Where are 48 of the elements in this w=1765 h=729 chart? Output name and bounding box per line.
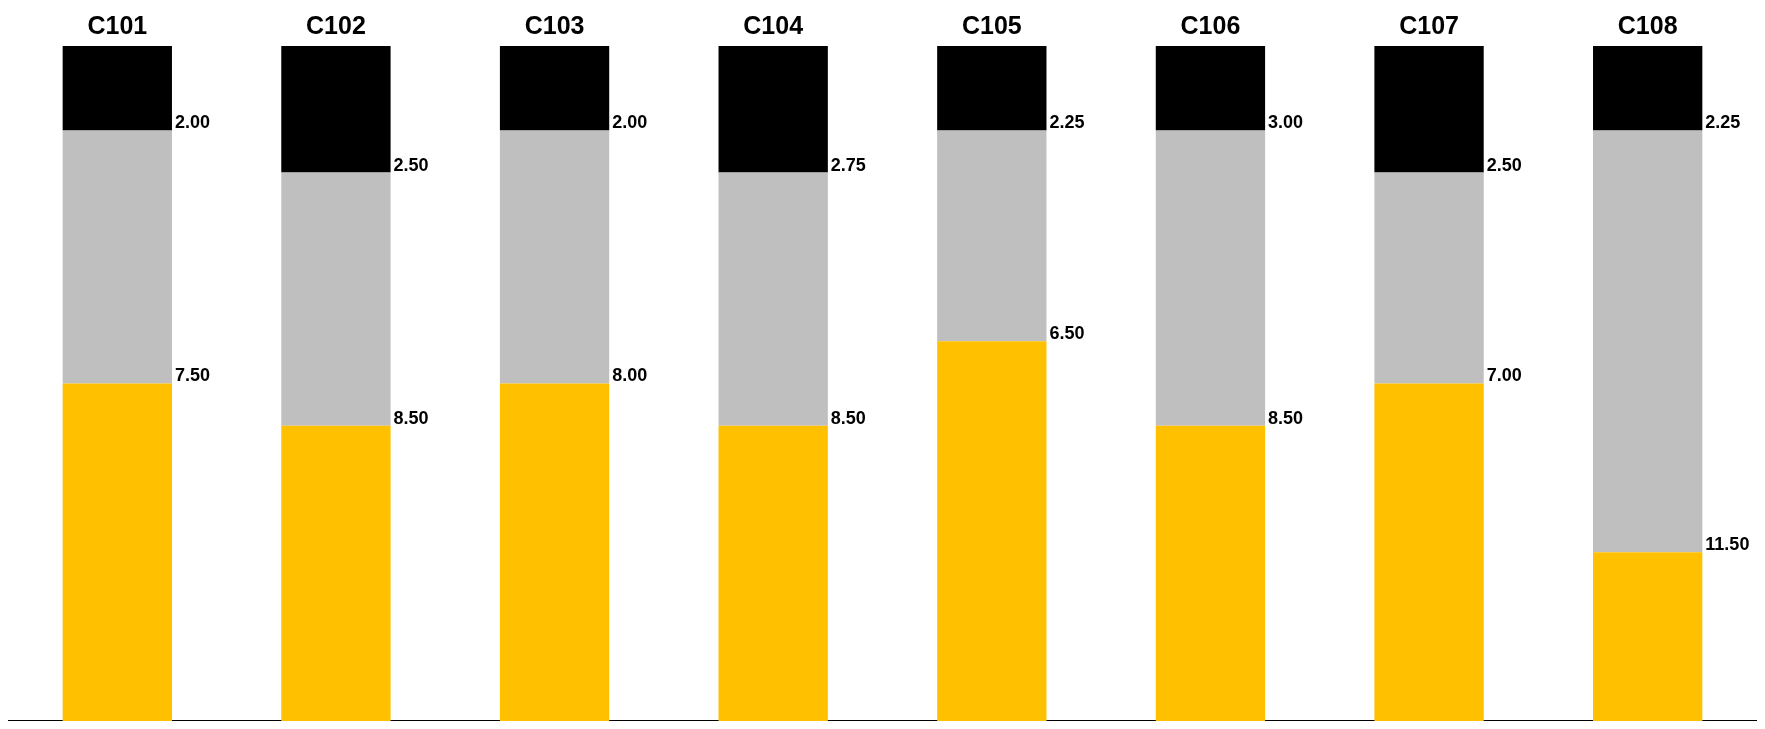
bar (281, 425, 391, 721)
annotation: 3.00 (1268, 112, 1304, 133)
x-tick-label: C108 (1617, 10, 1678, 39)
x-tick-label: C104 (743, 10, 804, 39)
bar (718, 172, 828, 426)
bar (1155, 425, 1266, 721)
annotation: 2.50 (1486, 154, 1522, 175)
annotation: 2.50 (393, 154, 429, 175)
annotation: 8.50 (830, 407, 866, 428)
bar (62, 130, 172, 384)
x-tick-label: C106 (1180, 10, 1241, 39)
bar (62, 383, 172, 721)
annotation: 7.00 (1486, 365, 1522, 386)
bar (499, 383, 610, 721)
bar (1593, 46, 1703, 131)
bar (499, 130, 610, 384)
annotation: 6.50 (1049, 323, 1085, 344)
x-tick-label: C101 (87, 10, 148, 39)
bar (718, 46, 828, 173)
bar (499, 46, 610, 131)
annotation: 2.25 (1049, 112, 1085, 133)
annotation: 2.25 (1705, 112, 1741, 133)
annotation: 2.00 (174, 112, 211, 133)
bar (1593, 130, 1703, 553)
bar (718, 425, 828, 721)
x-tick-label: C105 (961, 10, 1022, 39)
annotation: 7.50 (174, 365, 211, 386)
bar (937, 341, 1047, 721)
bar (937, 130, 1047, 342)
bar (1155, 46, 1266, 131)
annotation: 11.50 (1705, 534, 1750, 555)
bar (1374, 383, 1484, 721)
bar (1155, 130, 1266, 426)
annotation: 2.00 (612, 112, 648, 133)
bar (281, 172, 391, 426)
bar (937, 46, 1047, 131)
bar (1374, 46, 1484, 173)
annotation: 8.00 (612, 365, 648, 386)
annotation: 8.50 (1268, 407, 1304, 428)
x-tick-label: C107 (1399, 10, 1459, 39)
annotation: 8.50 (393, 407, 429, 428)
bar (1593, 552, 1703, 721)
bar (281, 46, 391, 173)
bar (1374, 172, 1484, 384)
bar (62, 46, 172, 131)
x-tick-label: C103 (524, 10, 585, 39)
x-tick-label: C102 (306, 10, 366, 39)
annotation: 2.75 (830, 154, 866, 175)
